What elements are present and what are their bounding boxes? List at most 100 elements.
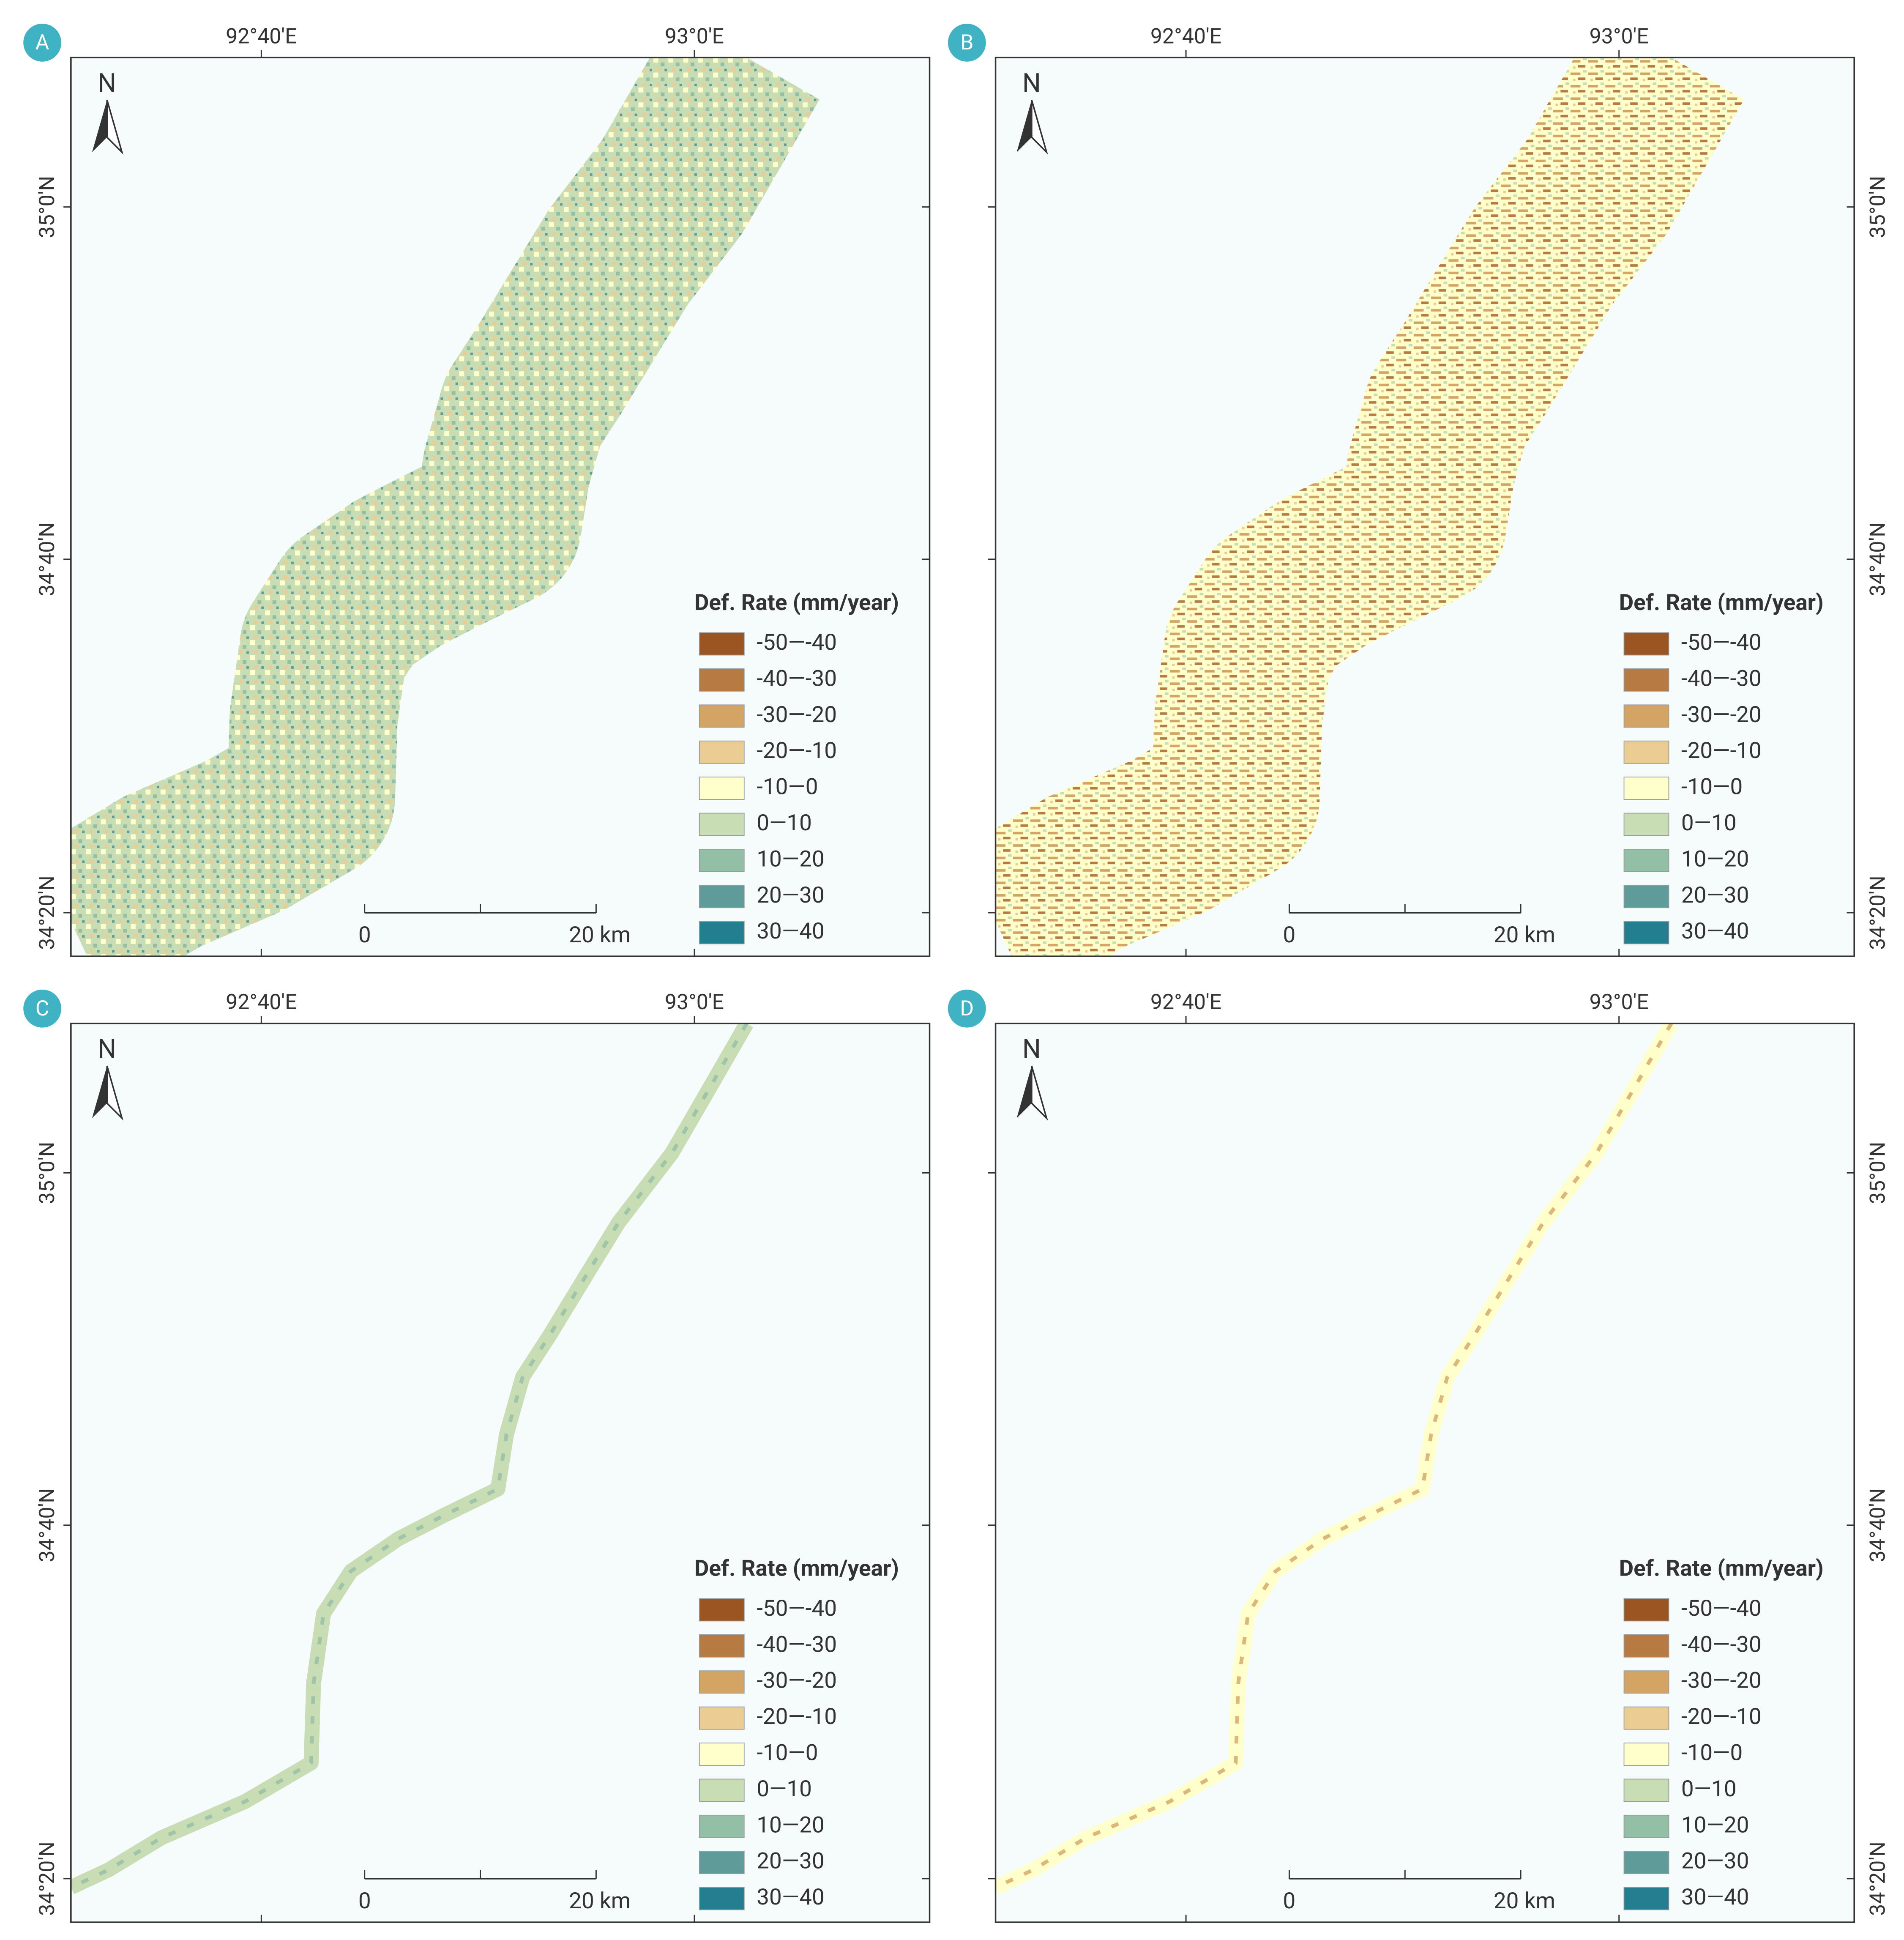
legend-label: 0—10 <box>757 810 812 836</box>
legend-swatch <box>699 1887 745 1910</box>
scale-start: 0 <box>1283 1888 1296 1914</box>
legend-swatch <box>699 885 745 908</box>
legend-swatch <box>699 777 745 800</box>
legend-label: 30—40 <box>1681 918 1749 944</box>
legend-label: -40—-30 <box>1681 665 1762 691</box>
legend-swatch <box>699 813 745 836</box>
lat-label: 35°0′N <box>1866 176 1890 238</box>
legend-label: -30—-20 <box>757 1667 837 1694</box>
legend-swatch <box>699 632 745 656</box>
map-panel: B 92°40′E 93°0′E 35°0′N 34°40′N 34°20′N N Def. … <box>946 22 1890 957</box>
lat-label: 34°40′N <box>1866 522 1890 597</box>
lat-label: 34°20′N <box>1866 876 1890 950</box>
lat-label: 34°20′N <box>1866 1841 1890 1916</box>
legend-swatch <box>1623 740 1669 764</box>
lat-label: 35°0′N <box>35 1142 60 1204</box>
legend-swatch <box>1623 704 1669 728</box>
legend-label: -20—-10 <box>757 737 837 763</box>
legend-title: Def. Rate (mm/year) <box>694 589 899 616</box>
north-arrow-left <box>92 1066 107 1118</box>
study-area-edge <box>995 1023 1673 1889</box>
legend-title: Def. Rate (mm/year) <box>1619 1555 1824 1582</box>
panel-badge <box>946 988 988 1030</box>
legend-swatch <box>699 1706 745 1730</box>
legend-label: -20—-10 <box>1681 737 1762 763</box>
map-frame <box>70 1023 931 1923</box>
legend-swatch <box>1623 1598 1669 1622</box>
north-label: N <box>98 68 116 99</box>
lat-label: 34°20′N <box>35 1841 60 1916</box>
lat-label: 35°0′N <box>1866 1142 1890 1204</box>
panel-label: D <box>960 996 974 1021</box>
legend-swatch <box>699 1814 745 1838</box>
panel-label: C <box>36 996 49 1021</box>
scale-end: 20 km <box>569 922 631 948</box>
lat-label: 34°40′N <box>35 1488 60 1562</box>
legend-swatch <box>699 1598 745 1622</box>
scale-start: 0 <box>1283 922 1296 948</box>
legend-swatch <box>1623 1814 1669 1838</box>
north-label: N <box>1022 1034 1041 1064</box>
lon-label: 93°0′E <box>1590 990 1649 1015</box>
legend-title: Def. Rate (mm/year) <box>1619 589 1824 616</box>
legend-swatch <box>1623 1706 1669 1730</box>
lon-label: 93°0′E <box>665 990 724 1015</box>
legend-swatch <box>1623 777 1669 800</box>
lat-label: 34°40′N <box>1866 1488 1890 1562</box>
map-panel: C 92°40′E 93°0′E 35°0′N 34°40′N 34°20′N N Def. … <box>21 988 931 1923</box>
legend-label: 20—30 <box>757 882 825 908</box>
legend-swatch <box>1623 921 1669 944</box>
north-arrow-left <box>92 100 107 152</box>
study-area <box>71 57 820 957</box>
legend-label: -20—-10 <box>1681 1703 1762 1729</box>
lat-label: 35°0′N <box>35 176 60 238</box>
panel-badge <box>21 988 63 1030</box>
panel-label: B <box>960 30 973 55</box>
legend-swatch <box>1623 1887 1669 1910</box>
legend-swatch <box>699 668 745 692</box>
legend-swatch <box>699 1634 745 1658</box>
legend-swatch <box>1623 632 1669 656</box>
study-area <box>995 1023 1678 1894</box>
legend-label: -40—-30 <box>1681 1631 1762 1657</box>
legend-label: -50—-40 <box>757 1595 837 1621</box>
legend-swatch <box>699 1670 745 1694</box>
lon-label: 92°40′E <box>226 24 297 49</box>
legend-label: 30—40 <box>1681 1884 1749 1910</box>
study-area-edge <box>71 1023 748 1889</box>
study-area <box>71 1023 753 1894</box>
map-panel: D 92°40′E 93°0′E 35°0′N 34°40′N 34°20′N N Def. … <box>946 988 1890 1923</box>
legend-swatch <box>1623 1779 1669 1802</box>
panel-label: A <box>36 30 49 55</box>
map-frame <box>994 57 1855 957</box>
legend-swatch <box>699 849 745 872</box>
legend-label: 10—20 <box>1681 846 1749 872</box>
legend-label: 10—20 <box>757 846 825 872</box>
map-frame <box>70 57 931 957</box>
lon-label: 93°0′E <box>665 24 724 49</box>
study-area-strip <box>71 57 820 957</box>
north-label: N <box>1022 68 1041 99</box>
legend-label: 0—10 <box>1681 810 1737 836</box>
legend-label: -20—-10 <box>757 1703 837 1729</box>
legend-label: -10—0 <box>757 1740 818 1766</box>
north-label: N <box>98 1034 116 1064</box>
legend-swatch <box>1623 668 1669 692</box>
lon-label: 93°0′E <box>1590 24 1649 49</box>
legend-label: -30—-20 <box>757 701 837 728</box>
legend-label: -10—0 <box>1681 774 1743 800</box>
panel-badge <box>21 22 63 64</box>
north-arrow-left <box>1016 100 1032 152</box>
legend-swatch <box>699 704 745 728</box>
legend-label: -50—-40 <box>1681 1595 1762 1621</box>
legend-label: -10—0 <box>1681 1740 1743 1766</box>
legend-label: 30—40 <box>757 1884 825 1910</box>
legend-label: -10—0 <box>757 774 818 800</box>
legend-swatch <box>699 1851 745 1874</box>
lon-label: 92°40′E <box>226 990 297 1015</box>
scale-end: 20 km <box>569 1888 631 1914</box>
legend-swatch <box>1623 1670 1669 1694</box>
scale-end: 20 km <box>1494 922 1555 948</box>
north-arrow-right <box>106 99 124 155</box>
